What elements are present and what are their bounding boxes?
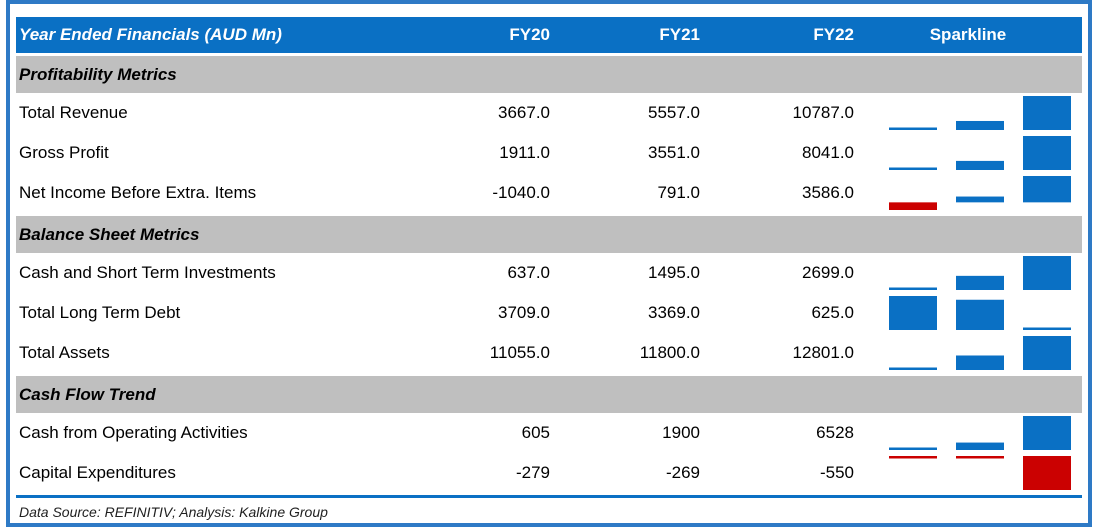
row-label: Total Long Term Debt <box>19 303 181 322</box>
sparkline-bar <box>956 160 1004 170</box>
value-cell-fy21: 1900 <box>662 423 700 442</box>
section-header: Cash Flow Trend <box>16 376 1082 413</box>
sparkline-bar <box>956 456 1004 459</box>
sparkline-cell <box>854 333 1082 373</box>
row-label: Total Assets <box>19 343 110 362</box>
column-header-sparkline: Sparkline <box>929 25 1007 44</box>
sparkline-bar <box>1023 256 1071 290</box>
column-header-fy21: FY21 <box>659 25 700 44</box>
table-row: Capital Expenditures -279 -269 -550 <box>16 453 1082 493</box>
sparkline-bar <box>889 367 937 370</box>
value-cell-fy22: 10787.0 <box>792 103 854 122</box>
value-cell-fy20: -279 <box>515 463 550 482</box>
sparkline-cell <box>854 133 1082 173</box>
row-label: Net Income Before Extra. Items <box>19 183 257 202</box>
value-cell-fy22: 625.0 <box>811 303 854 322</box>
table-row: Net Income Before Extra. Items -1040.0 791… <box>16 173 1082 213</box>
sparkline-cell <box>854 253 1082 293</box>
sparkline-bar <box>889 202 937 210</box>
table-title: Year Ended Financials (AUD Mn) <box>19 25 282 44</box>
sparkline-cell <box>854 173 1082 213</box>
value-cell-fy20: 637.0 <box>507 263 550 282</box>
sparkline-bar <box>889 287 937 290</box>
sparkline-bar <box>889 167 937 170</box>
sparkline-chart <box>889 336 1071 370</box>
sparkline-bar <box>956 275 1004 290</box>
table-header-row: Year Ended Financials (AUD Mn) FY20 FY21… <box>16 17 1082 53</box>
value-cell-fy21: 11800.0 <box>639 343 700 362</box>
sparkline-bar <box>956 196 1004 203</box>
column-header-fy20: FY20 <box>509 25 550 44</box>
value-cell-fy20: -1040.0 <box>492 183 550 202</box>
value-cell-fy20: 1911.0 <box>499 143 550 162</box>
sparkline-bar <box>889 296 937 330</box>
sparkline-bar <box>889 127 937 130</box>
sparkline-bar <box>956 442 1004 450</box>
sparkline-cell <box>854 413 1082 453</box>
sparkline-chart <box>889 456 1071 490</box>
row-label: Cash from Operating Activities <box>19 423 248 442</box>
value-cell-fy22: -550 <box>819 463 854 482</box>
table-row: Total Revenue 3667.0 5557.0 10787.0 <box>16 93 1082 133</box>
value-cell-fy21: 3551.0 <box>648 143 700 162</box>
sparkline-bar <box>956 299 1004 330</box>
value-cell-fy20: 605 <box>521 423 550 442</box>
table-body: Profitability Metrics Total Revenue 3667.0… <box>16 56 1082 493</box>
section-header: Balance Sheet Metrics <box>16 216 1082 253</box>
row-label: Total Revenue <box>19 103 128 122</box>
value-cell-fy22: 12801.0 <box>792 343 854 362</box>
sparkline-bar <box>889 456 937 459</box>
row-label: Gross Profit <box>19 143 109 162</box>
footer-divider <box>16 495 1082 498</box>
sparkline-chart <box>889 256 1071 290</box>
table-row: Cash and Short Term Investments 637.0 1495… <box>16 253 1082 293</box>
value-cell-fy20: 3709.0 <box>498 303 550 322</box>
data-source-note: Data Source: REFINITIV; Analysis: Kalkin… <box>19 504 328 520</box>
sparkline-chart <box>889 136 1071 170</box>
sparkline-bar <box>1023 416 1071 450</box>
sparkline-bar <box>1023 456 1071 490</box>
sparkline-cell <box>854 93 1082 133</box>
table-row: Gross Profit 1911.0 3551.0 8041.0 <box>16 133 1082 173</box>
value-cell-fy21: 5557.0 <box>648 103 700 122</box>
sparkline-chart <box>889 416 1071 450</box>
value-cell-fy22: 2699.0 <box>802 263 854 282</box>
financials-table-card: Year Ended Financials (AUD Mn) FY20 FY21… <box>6 0 1092 527</box>
table-row: Total Long Term Debt 3709.0 3369.0 625.0 <box>16 293 1082 333</box>
sparkline-chart <box>889 296 1071 330</box>
table-row: Total Assets 11055.0 11800.0 12801.0 <box>16 333 1082 373</box>
value-cell-fy21: 1495.0 <box>648 263 700 282</box>
section-title: Balance Sheet Metrics <box>19 224 200 244</box>
sparkline-bar <box>956 120 1004 130</box>
sparkline-chart <box>889 96 1071 130</box>
sparkline-cell <box>854 453 1082 493</box>
sparkline-cell <box>854 293 1082 333</box>
value-cell-fy21: 791.0 <box>657 183 700 202</box>
table-row: Cash from Operating Activities 605 1900 652… <box>16 413 1082 453</box>
value-cell-fy22: 6528 <box>816 423 854 442</box>
value-cell-fy21: 3369.0 <box>648 303 700 322</box>
sparkline-bar <box>1023 176 1071 203</box>
sparkline-bar <box>1023 327 1071 330</box>
sparkline-bar <box>889 447 937 450</box>
sparkline-chart <box>889 176 1071 210</box>
section-title: Profitability Metrics <box>19 64 177 84</box>
value-cell-fy21: -269 <box>665 463 700 482</box>
value-cell-fy22: 8041.0 <box>802 143 854 162</box>
column-header-fy22: FY22 <box>813 25 854 44</box>
sparkline-bar <box>956 355 1004 370</box>
row-label: Cash and Short Term Investments <box>19 263 276 282</box>
value-cell-fy22: 3586.0 <box>802 183 854 202</box>
sparkline-bar <box>1023 336 1071 370</box>
row-label: Capital Expenditures <box>19 463 176 482</box>
value-cell-fy20: 3667.0 <box>498 103 550 122</box>
section-title: Cash Flow Trend <box>19 384 156 404</box>
value-cell-fy20: 11055.0 <box>489 343 550 362</box>
sparkline-bar <box>1023 96 1071 130</box>
sparkline-bar <box>1023 136 1071 170</box>
section-header: Profitability Metrics <box>16 56 1082 93</box>
